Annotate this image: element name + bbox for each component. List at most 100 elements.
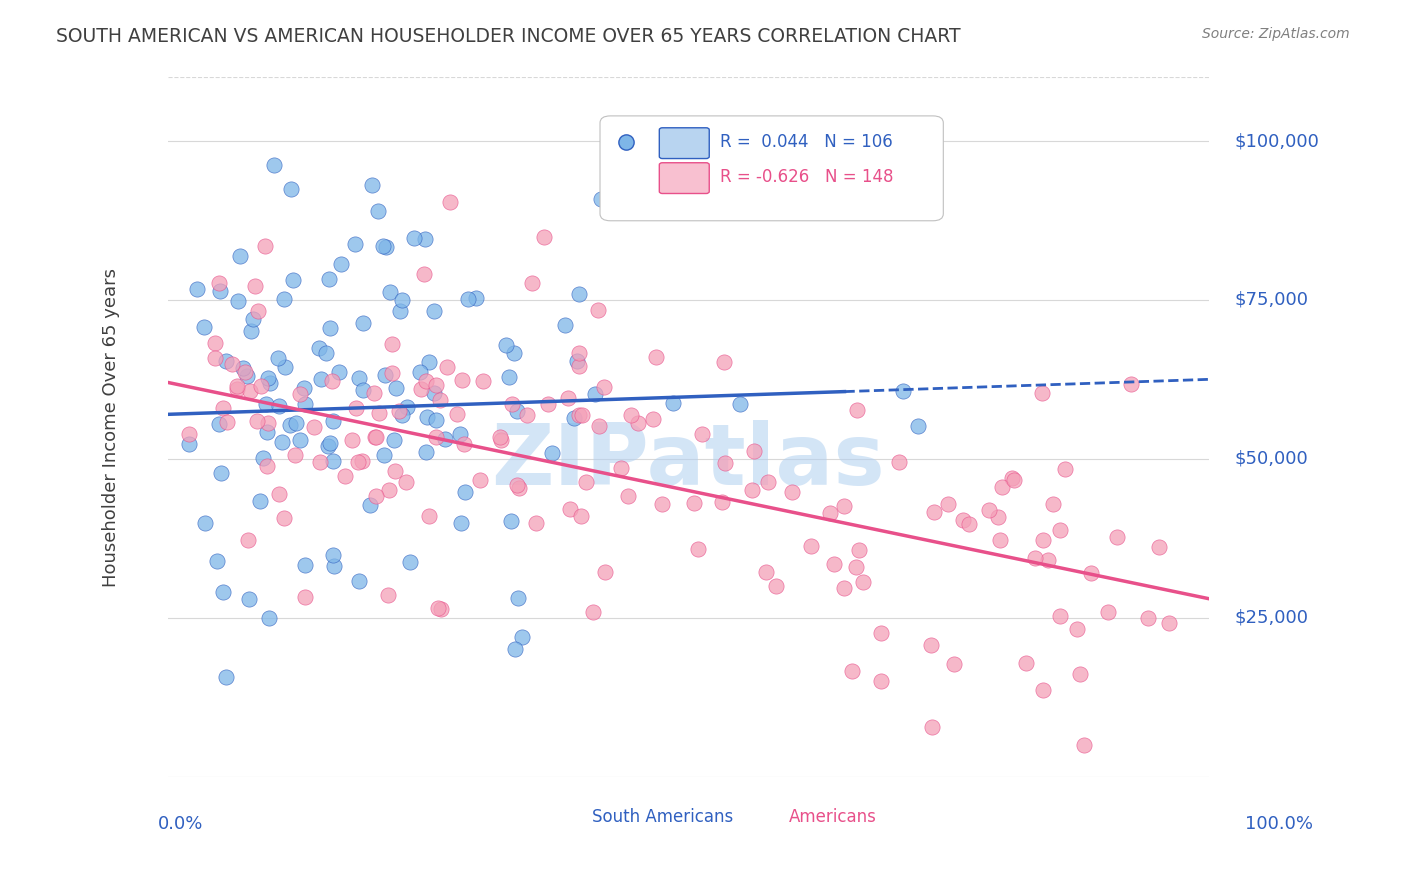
- Point: [273, 511, 295, 525]
- Point: [921, 720, 943, 734]
- Point: [643, 412, 665, 426]
- Point: [449, 426, 471, 441]
- Point: [249, 493, 271, 508]
- Point: [1107, 531, 1129, 545]
- Point: [240, 324, 263, 338]
- Point: [212, 585, 235, 599]
- Point: [330, 257, 353, 271]
- Point: [453, 436, 475, 450]
- Point: [489, 430, 512, 444]
- Point: [367, 204, 389, 219]
- Point: [516, 409, 538, 423]
- Point: [373, 448, 395, 462]
- Point: [506, 478, 529, 492]
- Point: [294, 396, 316, 410]
- Point: [418, 355, 440, 369]
- Point: [322, 454, 344, 468]
- Point: [508, 481, 530, 495]
- Point: [780, 485, 803, 500]
- Point: [1080, 566, 1102, 580]
- Point: [411, 382, 433, 396]
- Point: [562, 410, 585, 425]
- Point: [891, 384, 914, 399]
- Point: [347, 455, 370, 469]
- Point: [728, 397, 751, 411]
- Point: [290, 387, 312, 401]
- Point: [368, 406, 391, 420]
- Point: [395, 475, 418, 490]
- Point: [832, 499, 855, 513]
- Point: [186, 282, 208, 296]
- Point: [869, 625, 891, 640]
- Point: [278, 417, 301, 432]
- Point: [274, 359, 297, 374]
- Point: [620, 408, 643, 422]
- Point: [1032, 682, 1054, 697]
- Point: [381, 367, 404, 381]
- Point: [541, 446, 564, 460]
- Point: [568, 359, 591, 374]
- Point: [374, 368, 396, 383]
- Point: [662, 396, 685, 410]
- Point: [246, 304, 269, 318]
- Point: [273, 292, 295, 306]
- Point: [236, 533, 259, 548]
- Point: [252, 450, 274, 465]
- Point: [465, 292, 488, 306]
- Point: [1042, 497, 1064, 511]
- Point: [848, 543, 870, 558]
- Point: [430, 601, 453, 615]
- Point: [281, 273, 304, 287]
- Point: [245, 279, 267, 293]
- Point: [510, 630, 533, 644]
- Point: [378, 285, 401, 300]
- Text: South Americans: South Americans: [592, 808, 733, 826]
- Point: [374, 240, 396, 254]
- Point: [588, 302, 610, 317]
- Point: [381, 337, 404, 351]
- Point: [385, 381, 408, 395]
- Point: [226, 294, 249, 309]
- Point: [936, 497, 959, 511]
- Point: [408, 365, 430, 379]
- Point: [308, 341, 330, 355]
- Point: [399, 555, 422, 569]
- Point: [321, 374, 343, 388]
- FancyBboxPatch shape: [600, 116, 943, 221]
- Text: SOUTH AMERICAN VS AMERICAN HOUSEHOLDER INCOME OVER 65 YEARS CORRELATION CHART: SOUTH AMERICAN VS AMERICAN HOUSEHOLDER I…: [56, 27, 960, 45]
- Point: [450, 516, 472, 531]
- Point: [690, 427, 713, 442]
- Point: [583, 387, 606, 401]
- Point: [1001, 471, 1024, 485]
- Point: [988, 533, 1011, 548]
- Point: [1066, 622, 1088, 636]
- Point: [571, 508, 593, 523]
- Point: [209, 466, 232, 480]
- Point: [1073, 738, 1095, 752]
- Point: [1015, 657, 1038, 671]
- Point: [352, 454, 374, 468]
- Point: [257, 417, 280, 431]
- Point: [242, 312, 264, 326]
- Point: [713, 456, 735, 470]
- Point: [322, 548, 344, 562]
- Point: [294, 381, 316, 395]
- Point: [349, 371, 371, 385]
- Point: [845, 560, 868, 574]
- Point: [347, 574, 370, 588]
- Point: [533, 230, 555, 244]
- Point: [259, 376, 281, 390]
- Point: [920, 638, 942, 652]
- Point: [756, 475, 779, 490]
- Point: [269, 399, 291, 413]
- Point: [1147, 541, 1170, 555]
- Point: [571, 408, 593, 422]
- Point: [852, 574, 875, 589]
- Point: [501, 396, 523, 410]
- Point: [713, 355, 735, 369]
- Point: [425, 429, 447, 443]
- Point: [427, 600, 450, 615]
- Point: [233, 365, 256, 379]
- Text: Source: ZipAtlas.com: Source: ZipAtlas.com: [1202, 27, 1350, 41]
- Point: [319, 436, 342, 450]
